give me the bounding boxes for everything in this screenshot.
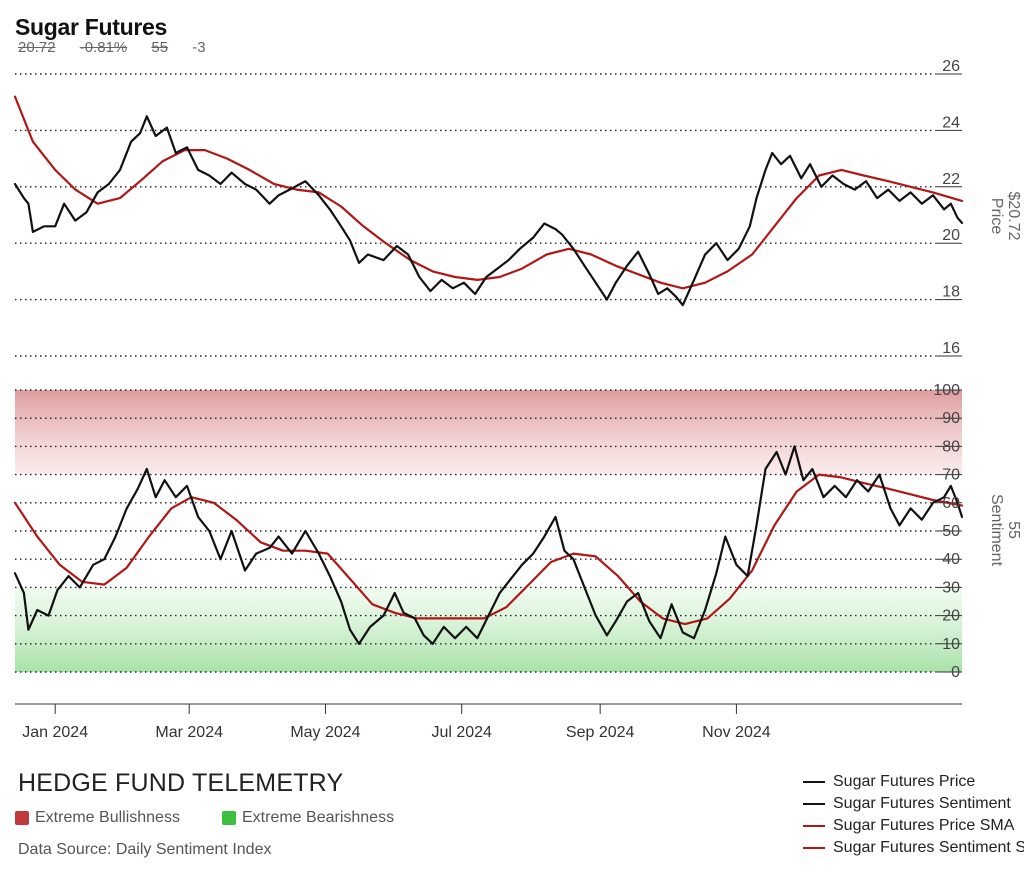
brand-name: HEDGE FUND TELEMETRY [18, 769, 344, 797]
y-axis-labels: 16 18 20 22 24 26 0 10 20 30 40 50 60 70 80 90 100 Price $… [933, 58, 1022, 681]
price-tick-label: 22 [942, 171, 960, 188]
last-price: 20.72 [18, 39, 56, 56]
sentiment-tick-label: 70 [942, 467, 960, 484]
legend-line-swatch [803, 847, 825, 849]
legend-item-sentiment-sma[interactable]: Sugar Futures Sentiment SMA [803, 837, 1024, 859]
zone-extreme-bearishness [15, 587, 962, 672]
legend: Sugar Futures Price Sugar Futures Sentim… [803, 771, 1024, 859]
sentiment-tick-label: 30 [942, 579, 960, 596]
bearish-key-label: Extreme Bearishness [242, 809, 395, 826]
x-tick-label: Sep 2024 [566, 724, 635, 741]
price-tick-label: 20 [942, 227, 960, 244]
bearish-swatch [222, 811, 236, 825]
sentiment-line [13, 445, 964, 645]
legend-line-swatch [803, 781, 825, 783]
legend-label: Sugar Futures Price [833, 773, 976, 790]
last-sentiment: 55 [151, 39, 169, 56]
key-extreme-bullishness: Extreme Bullishness [15, 809, 180, 827]
legend-item-sentiment[interactable]: Sugar Futures Sentiment [803, 793, 1024, 815]
sentiment-zones [15, 390, 962, 672]
price-change-pct: -0.81% [79, 39, 128, 56]
x-tick-label: May 2024 [290, 724, 360, 741]
price-tick-label: 26 [942, 58, 960, 75]
key-extreme-bearishness: Extreme Bearishness [222, 809, 394, 827]
price-tick-label: 16 [942, 340, 960, 357]
legend-line-swatch [803, 803, 825, 805]
legend-label: Sugar Futures Sentiment [833, 795, 1011, 812]
x-axis: Jan 2024 Mar 2024 May 2024 Jul 2024 Sep 2024… [15, 703, 962, 741]
chart-canvas: Jan 2024 Mar 2024 May 2024 Jul 2024 Sep 2024… [13, 58, 1022, 741]
axis-title: Sentiment [988, 494, 1005, 567]
price-tick-label: 18 [942, 284, 960, 301]
x-tick-label: Jul 2024 [431, 724, 492, 741]
sentiment-sma-line [13, 473, 964, 626]
bullish-swatch [15, 811, 29, 825]
sentiment-tick-label: 40 [942, 551, 960, 568]
sentiment-axis-title: Sentiment 55 [988, 494, 1022, 567]
sentiment-tick-label: 100 [933, 382, 960, 399]
gridlines [15, 73, 962, 673]
legend-line-swatch [803, 825, 825, 827]
price-line [13, 115, 964, 307]
sentiment-change: -3 [192, 39, 206, 56]
axis-last-value: 55 [1005, 521, 1022, 539]
zone-extreme-bullishness [15, 390, 962, 475]
axis-last-value: $20.72 [1005, 192, 1022, 241]
x-tick-label: Mar 2024 [155, 724, 223, 741]
series-lines [13, 95, 964, 645]
sentiment-tick-label: 20 [942, 608, 960, 625]
price-sma-line [13, 95, 964, 290]
sentiment-tick-label: 10 [942, 636, 960, 653]
legend-label: Sugar Futures Price SMA [833, 817, 1015, 834]
legend-item-price[interactable]: Sugar Futures Price [803, 771, 1024, 793]
chart-title: Sugar Futures [15, 14, 168, 40]
sentiment-tick-label: 50 [942, 523, 960, 540]
data-source: Data Source: Daily Sentiment Index [18, 841, 272, 858]
sentiment-tick-label: 60 [942, 495, 960, 512]
bullish-key-label: Extreme Bullishness [35, 809, 180, 826]
legend-item-price-sma[interactable]: Sugar Futures Price SMA [803, 815, 1024, 837]
x-tick-label: Nov 2024 [702, 724, 771, 741]
sentiment-tick-label: 0 [951, 664, 960, 681]
sentiment-tick-label: 90 [942, 410, 960, 427]
sentiment-tick-label: 80 [942, 438, 960, 455]
axis-title: Price [988, 198, 1005, 235]
price-tick-label: 24 [942, 114, 960, 131]
price-axis-title: Price $20.72 [988, 192, 1022, 241]
header-stats: 20.72 -0.81% 55 -3 [18, 39, 226, 56]
legend-label: Sugar Futures Sentiment SMA [833, 839, 1024, 856]
x-tick-label: Jan 2024 [22, 724, 88, 741]
